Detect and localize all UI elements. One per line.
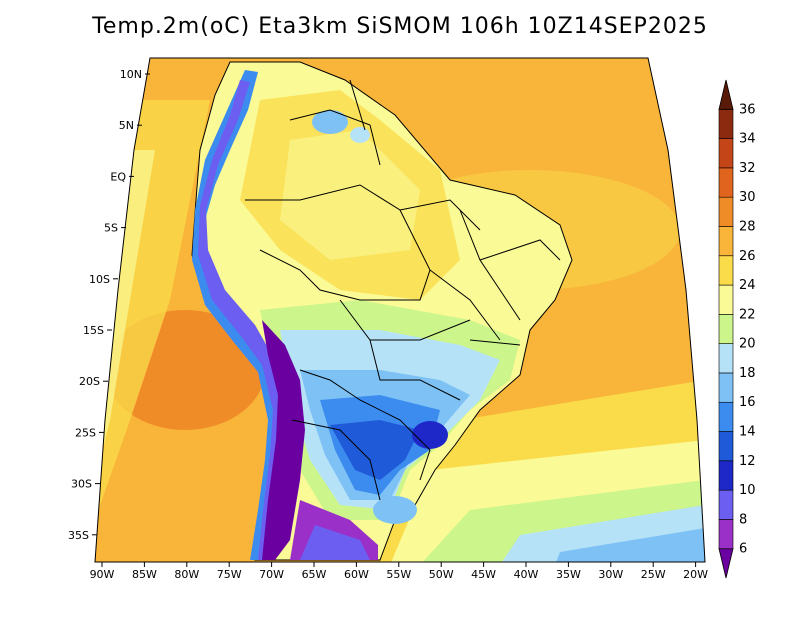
colorbar-label: 12: [739, 454, 756, 469]
colorbar-swatch: [718, 284, 734, 315]
colorbar-label: 28: [739, 219, 756, 234]
lon-tick-label: 20W: [683, 568, 708, 581]
lat-tick-label: 5N: [119, 119, 134, 132]
altiplano-coldest: [262, 320, 305, 560]
lon-tick-label: 60W: [344, 568, 369, 581]
lon-tick-label: 65W: [302, 568, 327, 581]
map-title: Temp.2m(oC) Eta3km SiSMOM 106h 10Z14SEP2…: [92, 14, 708, 39]
lon-tick-label: 40W: [514, 568, 539, 581]
colorbar-swatch: [718, 431, 734, 462]
colorbar-swatch: [718, 372, 734, 403]
colorbar-swatch: [718, 401, 734, 432]
colorbar-swatch: [718, 314, 734, 344]
serra-cold-spot: [412, 421, 448, 449]
patagonia-cold-2: [300, 525, 370, 560]
colorbar-swatch: [718, 167, 734, 198]
uruguay-cool-patch: [373, 496, 417, 524]
longitude-axis: 90W 85W 80W 75W 70W 65W 60W 55W 50W 45W 40W 35W 30W 2…: [90, 562, 708, 581]
guiana-highlands-cool-2: [350, 127, 370, 143]
lon-tick-label: 30W: [598, 568, 623, 581]
colorbar-label: 14: [739, 425, 756, 440]
colorbar-label: 32: [739, 161, 756, 176]
south-coldest-core: [330, 420, 420, 480]
colorbar-swatch: [718, 343, 734, 374]
lat-tick-label: 30S: [71, 478, 92, 491]
map-domain-frame: [94, 57, 706, 563]
lon-tick-label: 80W: [174, 568, 199, 581]
colorbar-arrow-high: [718, 79, 734, 110]
andes-high-cold: [198, 80, 285, 560]
political-borders: [245, 79, 561, 501]
colorbar-label: 30: [739, 190, 756, 205]
lat-tick-label: 25S: [75, 426, 96, 439]
south-atlantic-blue: [555, 528, 705, 562]
lon-tick-label: 85W: [132, 568, 157, 581]
guiana-highlands-cool-1: [312, 110, 348, 134]
colorbar-label: 8: [739, 512, 747, 527]
lat-tick-label: 35S: [68, 529, 89, 542]
colorbar-swatch: [718, 255, 734, 286]
colorbar-swatch: [718, 460, 734, 491]
colorbar-label: 24: [739, 278, 756, 293]
lon-tick-label: 90W: [90, 568, 115, 581]
colorbar-label: 6: [739, 542, 747, 557]
lat-tick-label: 10N: [120, 68, 142, 81]
colorbar-label: 34: [739, 132, 756, 147]
latitude-axis: 10N 5N EQ 5S 10S 15S 20S 25S 30S 35S: [68, 68, 150, 542]
map-panel: [95, 58, 705, 562]
lon-tick-label: 70W: [259, 568, 284, 581]
colorbar-label: 18: [739, 366, 756, 381]
lon-tick-label: 35W: [556, 568, 581, 581]
lon-tick-label: 75W: [217, 568, 242, 581]
amazon-interior: [280, 130, 420, 260]
colorbar-label: 36: [739, 102, 756, 117]
colorbar-label: 16: [739, 395, 756, 410]
lon-tick-label: 25W: [641, 568, 666, 581]
colorbar-swatch: [718, 519, 734, 550]
colorbar-swatch: [718, 196, 734, 227]
andes-cordillera: [192, 70, 292, 560]
lon-tick-label: 45W: [471, 568, 496, 581]
colorbar-swatch: [718, 226, 734, 257]
lon-tick-label: 55W: [386, 568, 411, 581]
colorbar-label: 26: [739, 249, 756, 264]
colorbar-label: 10: [739, 483, 756, 498]
temperature-colorbar: 6 8 10 12 14 16 18 20 22 24 26 28 30 32 34 36: [718, 79, 756, 579]
colorbar-swatch: [718, 489, 734, 520]
colorbar-swatch: [718, 138, 734, 169]
lat-tick-label: 10S: [89, 273, 110, 286]
colorbar-arrow-low: [718, 548, 734, 579]
lat-tick-label: EQ: [110, 170, 126, 183]
lat-tick-label: 20S: [79, 375, 100, 388]
lat-tick-label: 5S: [104, 222, 118, 235]
lat-tick-label: 15S: [83, 324, 104, 337]
colorbar-label: 20: [739, 337, 756, 352]
north-atlantic: [350, 58, 660, 160]
colorbar-label: 22: [739, 307, 756, 322]
colorbar-swatch: [718, 108, 734, 139]
lon-tick-label: 50W: [429, 568, 454, 581]
